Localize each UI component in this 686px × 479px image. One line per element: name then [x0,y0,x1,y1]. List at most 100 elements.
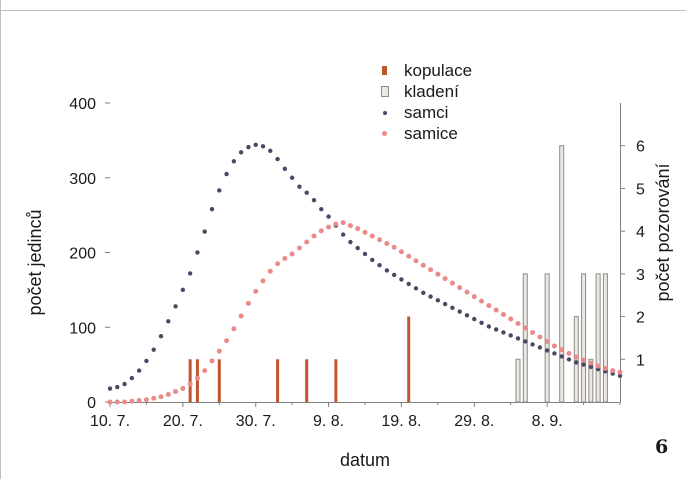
point-samci [202,229,207,234]
point-samci [289,175,295,180]
point-samice [559,347,565,353]
point-samci [493,327,499,332]
y2-tick-label: 2 [636,310,645,327]
bar-kopulace [276,359,280,402]
point-samice [260,278,266,284]
bar-kladeni [602,273,608,403]
y-axis-title: počet jedinců [25,209,45,315]
point-samice [318,228,324,234]
point-samci [217,188,222,193]
point-samice [435,271,441,277]
y2-tick-label: 3 [636,267,645,284]
point-samice [406,253,412,259]
point-samci [450,305,455,311]
point-samci [268,148,273,154]
legend-label-kladeni: kladení [404,81,459,101]
bar-kopulace [334,359,338,402]
point-samci [326,214,331,219]
point-samice [573,354,579,360]
point-samci [552,351,557,356]
point-samci [428,294,433,299]
point-samice [449,280,455,286]
point-samci [435,298,441,303]
x-tick-label: 9. 8. [313,413,344,430]
point-samice [588,360,594,366]
bar-kopulace [407,316,411,402]
point-samice [231,326,237,332]
y2-axis-title: počet pozorování [653,163,673,301]
point-samci [391,272,397,278]
point-samice [275,261,281,267]
point-samice [595,363,601,369]
x-tick-label: 10. 7. [90,413,130,430]
point-samice [610,368,616,374]
point-samice [129,398,135,404]
point-samice [428,267,434,273]
x-axis-title: datum [340,450,390,470]
legend-item-samice: samice [378,123,472,144]
point-samice [289,251,295,257]
point-samci [399,277,404,282]
point-samice [173,389,179,395]
point-samci [362,251,368,257]
legend-swatch-samice [378,131,391,136]
point-samice [369,233,375,239]
y2-tick-label: 4 [636,224,645,241]
point-samci [544,348,550,353]
point-samice [253,288,259,294]
point-samice [464,289,470,295]
point-samice [479,298,485,304]
point-samice [544,338,550,344]
labels: 10. 7. 20. 7. 30. 7. 9. 8. 19. 8. 29. 8. 8. 9.… [25,96,673,470]
point-samice [326,224,332,230]
legend-label-kopulace: kopulace [404,60,473,80]
point-samice [384,241,390,247]
point-samci [136,368,142,373]
bar-kopulace [305,359,309,402]
point-samice [122,399,128,405]
point-samci [617,373,623,379]
point-samice [551,343,557,349]
y-tick-label: 0 [87,395,96,412]
point-samci [209,206,215,212]
legend-swatch-samci [378,110,391,115]
point-samice [187,381,193,387]
point-samice [413,258,419,264]
point-samice [224,338,230,344]
point-samice [136,398,142,404]
point-samice [362,229,368,235]
point-samci [151,347,156,352]
point-samice [238,313,244,319]
point-samci [355,245,360,251]
point-samice [486,303,492,309]
point-samice [398,249,404,255]
bar-kladeni [588,358,594,403]
point-samice [457,285,463,291]
point-samci [275,156,280,162]
point-samci [144,358,149,364]
point-samci [231,159,237,164]
point-samci [370,257,375,263]
y-tick-label: 200 [69,246,96,263]
bar-kladeni [522,273,528,403]
point-samci [559,354,564,359]
point-samice [500,312,506,318]
point-samci [311,197,317,203]
point-samice [296,245,302,251]
point-samice [508,316,514,322]
point-samice [311,233,317,239]
point-samci [224,171,229,177]
point-samci [166,319,171,324]
point-samice [537,334,543,340]
point-samci [187,271,193,276]
bar-kladeni [515,358,521,403]
y-tick-label: 400 [69,96,96,113]
point-samci [180,287,186,293]
point-samci [384,268,390,273]
point-samci [413,286,419,291]
point-samice [530,329,536,335]
x-tick-label: 19. 8. [381,413,421,430]
point-samice [304,239,310,245]
